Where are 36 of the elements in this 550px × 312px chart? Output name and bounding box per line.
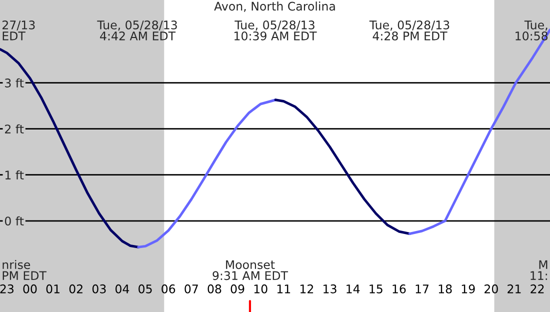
annotation: nrise PM EDT [2,260,47,280]
x-tick-label: 18 [438,284,452,294]
x-tick-label: 07 [184,284,198,294]
x-tick-label: 00 [23,284,37,294]
x-tick-label: 15 [370,284,382,294]
annotation: Tue, 05/28/13 4:42 AM EDT [97,20,177,40]
x-tick-label: 19 [462,284,475,294]
x-tick-label: 13 [324,284,336,294]
annotation: M 11: [530,260,548,280]
x-tick-label: 10 [254,284,268,294]
x-tick-label: 21 [508,284,521,294]
x-tick-label: 08 [208,284,222,294]
x-tick-label: 06 [162,284,176,294]
x-tick-label: 02 [69,284,82,294]
x-tick-label: 11 [277,284,290,294]
x-tick-label: 05 [138,284,152,294]
x-tick-label: 14 [346,284,360,294]
x-tick-label: 04 [115,284,130,294]
x-tick-label: 01 [46,284,60,294]
annotation: Moonset 9:31 AM EDT [212,260,288,280]
x-tick-label: 17 [416,284,429,294]
x-tick-label: 03 [92,284,106,294]
y-tick-label: 2 ft [5,124,24,134]
y-tick-label: 1 ft [5,170,24,180]
y-tick-label: 3 ft [5,78,24,88]
x-tick-label: 22 [530,284,544,294]
x-tick-label: 09 [230,284,244,294]
annotation: Tue, 05/28/13 4:28 PM EDT [369,20,450,40]
x-tick-label: 20 [484,284,498,294]
x-tick-label: 12 [300,284,314,294]
annotation: Tue, 05/28/13 10:39 AM EDT [234,20,317,40]
y-tick-label: 0 ft [4,216,24,226]
x-tick-label: 16 [392,284,406,294]
x-tick-label: 23 [0,284,14,294]
chart-title: Avon, North Carolina [214,2,335,12]
annotation: 27/13 EDT [2,20,35,40]
